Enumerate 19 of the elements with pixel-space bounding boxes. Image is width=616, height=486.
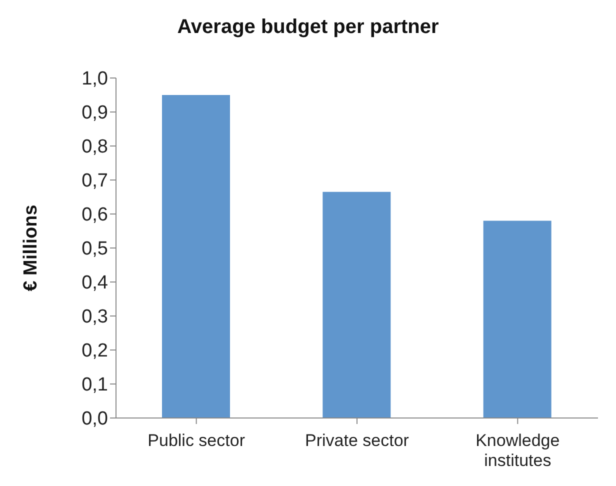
- y-tick-label: 0,6: [82, 204, 108, 226]
- y-tick-label: 0,8: [82, 136, 108, 158]
- chart-title: Average budget per partner: [176, 16, 440, 39]
- y-tick-label: 0,9: [82, 102, 108, 124]
- bar: [483, 220, 552, 418]
- y-tick-label: 0,2: [82, 340, 108, 362]
- y-tick-label: 0,4: [82, 272, 108, 294]
- bar: [322, 192, 391, 418]
- y-tick-label: 0,1: [82, 374, 108, 396]
- x-tick-label: Knowledge institutes: [476, 431, 560, 470]
- y-tick-label: 0,0: [82, 408, 108, 430]
- x-tick-label: Public sector: [148, 431, 246, 450]
- y-tick-label: 0,3: [82, 306, 108, 328]
- y-axis-title: € Millions: [20, 204, 42, 292]
- bar: [162, 95, 230, 418]
- y-tick-label: 0,7: [82, 170, 108, 192]
- y-tick-label: 0,5: [82, 238, 108, 260]
- x-tick-label: Private sector: [305, 431, 410, 450]
- y-tick-label: 1,0: [82, 68, 108, 90]
